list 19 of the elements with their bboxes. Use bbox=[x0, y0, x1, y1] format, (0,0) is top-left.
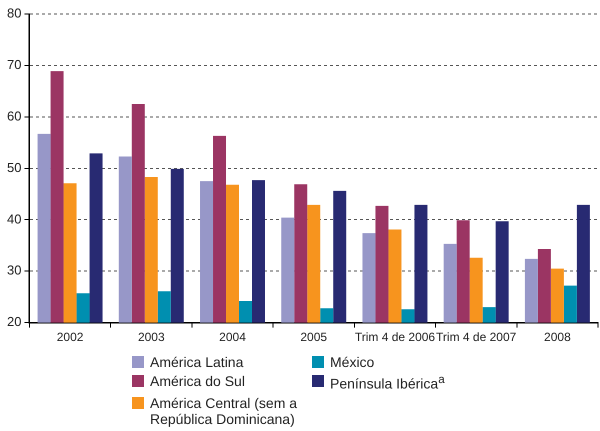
x-tick-label: 2004 bbox=[219, 330, 246, 344]
legend-label: América Central (sem a República Dominicana) bbox=[150, 394, 298, 427]
y-tick-label: 60 bbox=[6, 108, 22, 124]
y-tick-label: 50 bbox=[6, 160, 22, 175]
y-tick-label: 40 bbox=[6, 211, 22, 226]
legend-label: Península Ibérica$^{a}$ bbox=[330, 373, 445, 392]
x-tick-label: Trim 4 de 2006 bbox=[354, 330, 436, 344]
x-tick-label: 2002 bbox=[56, 330, 84, 344]
y-tick-label: 20 bbox=[6, 314, 22, 330]
legend-label: América do Sul bbox=[150, 373, 245, 389]
legend-label: México bbox=[330, 354, 374, 370]
y-tick-label: 30 bbox=[6, 262, 22, 278]
x-tick-label: 2003 bbox=[138, 330, 165, 344]
y-tick-label: 70 bbox=[6, 57, 22, 72]
legend-label: América Latina bbox=[150, 354, 244, 370]
x-tick-label: Trim 4 de 2007 bbox=[436, 330, 517, 344]
x-tick-label: 2005 bbox=[300, 330, 328, 344]
y-tick-label: 80 bbox=[6, 6, 22, 21]
x-tick-label: 2008 bbox=[544, 330, 572, 344]
